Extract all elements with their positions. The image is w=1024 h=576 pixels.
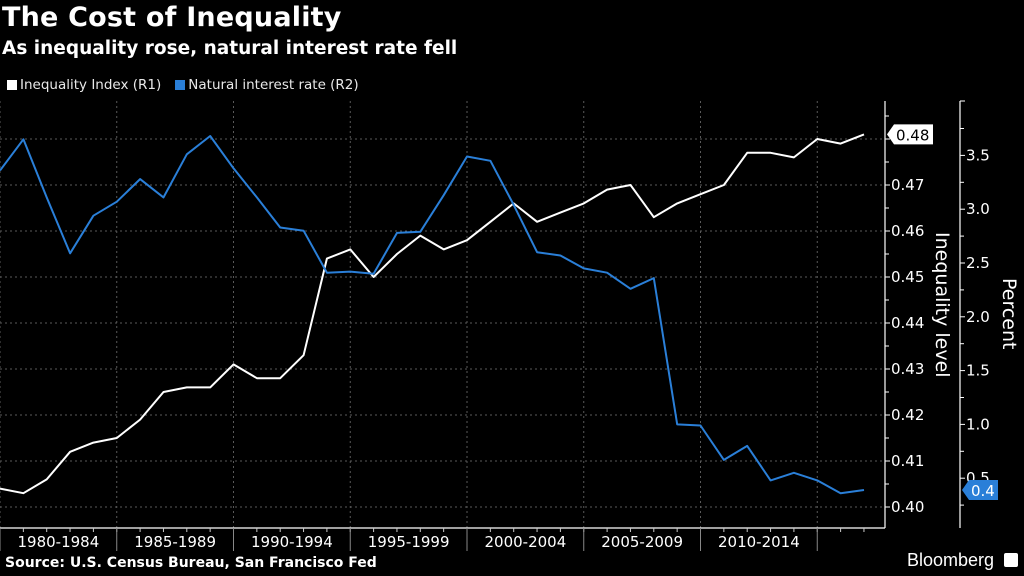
x-tick-label: 2010-2014 (718, 533, 800, 551)
x-tick-label: 1990-1994 (251, 533, 333, 551)
r1-tick-label: 0.47 (891, 176, 924, 194)
r2-tick-label: 2.5 (966, 254, 990, 272)
x-tick-label: 1980-1984 (17, 533, 99, 551)
r1-axis: 0.40 0.41 0.42 0.43 0.44 0.45 0.46 0.47 (884, 101, 924, 528)
r1-tick-label: 0.45 (891, 268, 924, 286)
chart-title: The Cost of Inequality (2, 2, 342, 33)
r1-tick-label: 0.42 (891, 406, 924, 424)
r2-last-value-badge-shape (962, 480, 998, 501)
x-axis: 1980-1984 1985-1989 1990-1994 1995-1999 2000… (0, 527, 885, 551)
r1-tick-label: 0.43 (891, 360, 924, 378)
r1-last-value-badge: 0.48 (887, 124, 933, 145)
r2-tick-label: 2.0 (966, 308, 990, 326)
r2-tick-label: 3.5 (966, 146, 990, 164)
legend-swatch-inequality (7, 80, 17, 90)
r1-tick-label: 0.46 (891, 222, 924, 240)
r1-tick-label: 0.44 (891, 314, 924, 332)
x-tick-label: 2000-2004 (484, 533, 566, 551)
r1-tick-label: 0.40 (891, 498, 924, 516)
legend-item-inequality: Inequality Index (R1) (7, 77, 161, 93)
r2-axis-title: Percent (998, 278, 1020, 350)
r2-last-value-badge: 0.4 (962, 480, 998, 501)
series-line-inequality (0, 133, 865, 495)
series-lines (0, 133, 865, 495)
bloomberg-chart-icon (1004, 553, 1018, 567)
x-tick-label: 2005-2009 (601, 533, 683, 551)
legend-item-interest-rate: Natural interest rate (R2) (175, 77, 359, 93)
last-value-badges: 0.48 0.4 (887, 124, 998, 501)
r2-tick-label: 3.0 (966, 200, 990, 218)
r1-axis-title: Inequality level (931, 232, 953, 378)
r2-tick-label: 1.5 (966, 362, 990, 380)
r2-tick-label: 1.0 (966, 415, 990, 433)
r2-axis: 0.51.01.52.02.53.03.5 (959, 100, 990, 528)
legend-label-inequality: Inequality Index (R1) (20, 77, 162, 93)
chart-subtitle: As inequality rose, natural interest rat… (2, 38, 458, 59)
r1-tick-label: 0.41 (891, 452, 924, 470)
brand-logo: Bloomberg (906, 550, 994, 570)
grid (0, 101, 885, 528)
legend-swatch-interest-rate (175, 80, 186, 90)
r1-last-value-badge-label: 0.48 (896, 126, 929, 144)
series-line-interest-rate (0, 135, 865, 495)
source-note: Source: U.S. Census Bureau, San Francisc… (5, 555, 377, 571)
legend-label-interest-rate: Natural interest rate (R2) (188, 77, 359, 93)
legend: Inequality Index (R1) Natural interest r… (7, 77, 359, 93)
r2-last-value-badge-label: 0.4 (971, 482, 995, 500)
r1-last-value-badge-shape (887, 124, 933, 145)
x-tick-label: 1995-1999 (368, 533, 450, 551)
x-tick-label: 1985-1989 (134, 533, 216, 551)
